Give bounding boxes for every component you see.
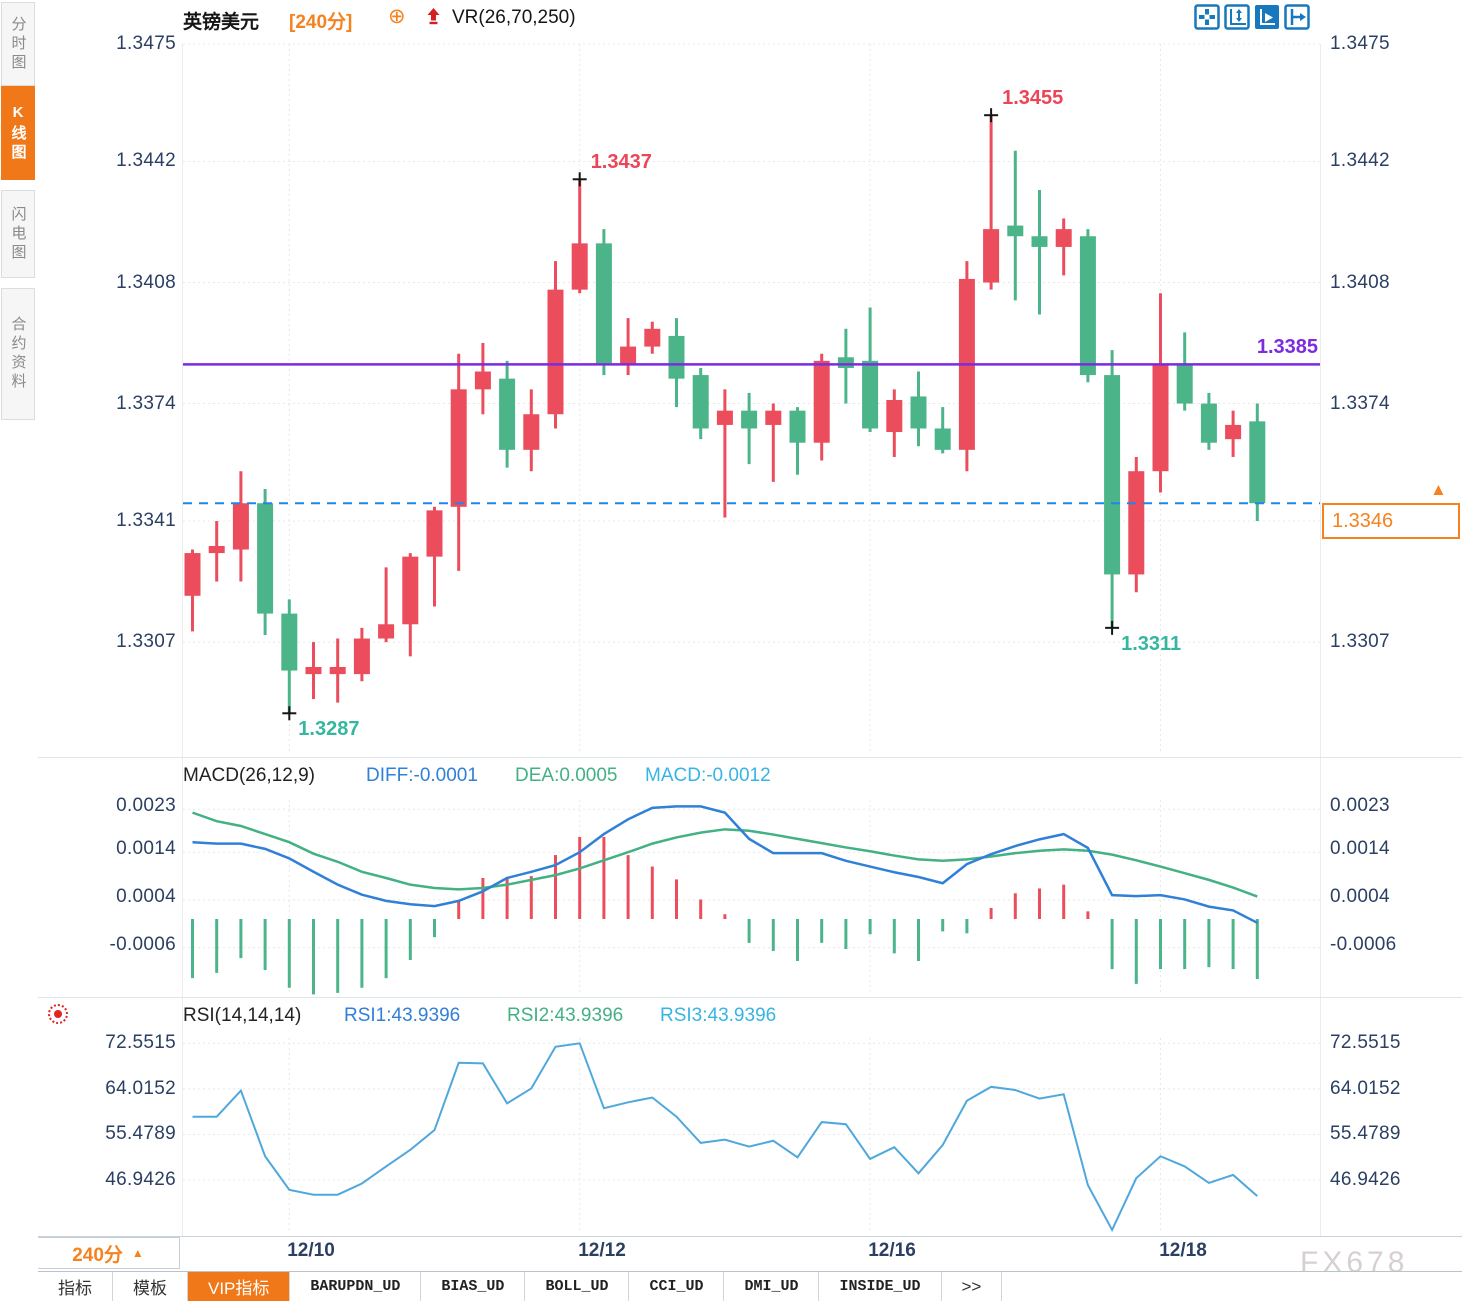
- tabs-overflow-button[interactable]: >>: [942, 1272, 1003, 1301]
- macd-axis-label-left: -0.0006: [109, 933, 176, 955]
- macd-axis-label-left: 0.0004: [116, 885, 176, 907]
- period-label[interactable]: [240分]: [289, 12, 353, 33]
- rsi-axis-label-left: 55.4789: [105, 1123, 176, 1145]
- macd-axis-label-left: 0.0014: [116, 838, 176, 860]
- macd-diff-value: DIFF:-0.0001: [366, 765, 478, 786]
- period-selector-label: 240分: [72, 1244, 123, 1266]
- macd-axis-label-left: 0.0023: [116, 795, 176, 817]
- pan-icon[interactable]: [1194, 4, 1220, 30]
- price-axis-label-left: 1.3341: [116, 510, 176, 532]
- macd-dea-value: DEA:0.0005: [515, 765, 618, 786]
- axis-scale-icon[interactable]: [1224, 4, 1250, 30]
- macd-axis-label-right: 0.0023: [1330, 795, 1390, 817]
- high-price-annotation: 1.3437: [590, 151, 652, 174]
- sidebar-item[interactable]: 闪电图: [1, 190, 35, 278]
- macd-title[interactable]: MACD(26,12,9): [183, 765, 315, 786]
- rsi1-value: RSI1:43.9396: [344, 1005, 461, 1026]
- rsi3-value: RSI3:43.9396: [660, 1005, 777, 1026]
- sidebar-item[interactable]: 分时图: [1, 2, 35, 86]
- rsi-axis-label-left: 64.0152: [105, 1077, 176, 1099]
- sidebar: 分时图 K线图闪电图合约资料: [0, 0, 38, 1300]
- add-indicator-icon[interactable]: ⊕: [388, 5, 406, 28]
- period-selector[interactable]: 240分 ▲: [36, 1237, 180, 1269]
- price-axis-label-left: 1.3307: [116, 631, 176, 653]
- price-axis-label-left: 1.3475: [116, 33, 176, 54]
- date-axis-label: 12/10: [287, 1240, 335, 1261]
- sidebar-item[interactable]: 合约资料: [1, 288, 35, 420]
- rsi-axis-label-right: 72.5515: [1330, 1032, 1401, 1054]
- macd-rsi-separator: [38, 997, 1462, 998]
- rsi2-value: RSI2:43.9396: [507, 1005, 624, 1026]
- price-axis-label-left: 1.3442: [116, 150, 176, 172]
- plot-right-border: [1320, 44, 1321, 1236]
- rsi-axis-label-right: 64.0152: [1330, 1077, 1401, 1099]
- indicator-settings-icon[interactable]: [48, 1004, 68, 1024]
- date-axis-label: 12/16: [868, 1240, 916, 1261]
- indicator-tab[interactable]: BOLL_UD: [525, 1272, 630, 1301]
- macd-axis-label-right: 0.0014: [1330, 838, 1390, 860]
- rsi-title[interactable]: RSI(14,14,14): [183, 1005, 302, 1026]
- current-price-tag: 1.3346: [1322, 503, 1460, 539]
- indicator-tab[interactable]: BARUPDN_UD: [290, 1272, 422, 1301]
- macd-axis-label-right: 0.0004: [1330, 885, 1390, 907]
- indicator-tab[interactable]: INSIDE_UD: [819, 1272, 942, 1301]
- indicator-tab[interactable]: DMI_UD: [724, 1272, 820, 1301]
- chart-bottom-separator: [38, 1236, 1462, 1237]
- support-line-label: 1.3385: [1256, 336, 1318, 359]
- high-price-annotation: 1.3455: [1002, 87, 1064, 110]
- price-axis-label-right: 1.3442: [1330, 150, 1390, 172]
- indicator-tab[interactable]: 模板: [113, 1272, 188, 1301]
- symbol-title: 英镑美元: [183, 12, 260, 33]
- period-selector-arrow-icon: ▲: [131, 1246, 144, 1260]
- indicator-tab[interactable]: BIAS_UD: [421, 1272, 526, 1301]
- up-arrow-icon: [426, 8, 441, 31]
- rsi-axis-label-right: 46.9426: [1330, 1169, 1401, 1191]
- price-axis-label-right: 1.3374: [1330, 392, 1390, 414]
- indicator-tab[interactable]: VIP指标: [188, 1272, 291, 1301]
- chart-toolbar: [1194, 4, 1310, 30]
- price-axis-label-right: 1.3475: [1330, 33, 1390, 54]
- date-axis-label: 12/18: [1159, 1240, 1207, 1261]
- price-axis-label-left: 1.3374: [116, 392, 176, 414]
- macd-value: MACD:-0.0012: [645, 765, 771, 786]
- price-up-arrow-icon: ▲: [1430, 480, 1447, 499]
- rsi-axis-label-left: 72.5515: [105, 1032, 176, 1054]
- price-axis-label-left: 1.3408: [116, 271, 176, 293]
- candle-macd-separator: [38, 757, 1462, 758]
- plot-left-border: [182, 44, 183, 1236]
- vr-indicator-label[interactable]: VR(26,70,250): [452, 7, 576, 28]
- indicator-tab[interactable]: CCI_UD: [629, 1272, 725, 1301]
- indicator-tab-bar: 指标 模板 VIP指标 BARUPDN_UD BIAS_UD BOLL_UD CCI_UD D…: [38, 1271, 1462, 1301]
- rsi-axis-label-right: 55.4789: [1330, 1123, 1401, 1145]
- sidebar-item-active[interactable]: K线图: [1, 86, 35, 180]
- low-price-annotation: 1.3287: [298, 718, 360, 741]
- rsi-axis-label-left: 46.9426: [105, 1169, 176, 1191]
- macd-axis-label-right: -0.0006: [1330, 933, 1397, 955]
- axis-play-icon[interactable]: [1254, 4, 1280, 30]
- low-price-annotation: 1.3311: [1121, 632, 1182, 655]
- axis-shift-icon[interactable]: [1284, 4, 1310, 30]
- price-axis-label-right: 1.3307: [1330, 631, 1390, 653]
- price-axis-label-right: 1.3408: [1330, 271, 1390, 293]
- date-axis-label: 12/12: [578, 1240, 626, 1261]
- indicator-tab[interactable]: 指标: [38, 1272, 113, 1301]
